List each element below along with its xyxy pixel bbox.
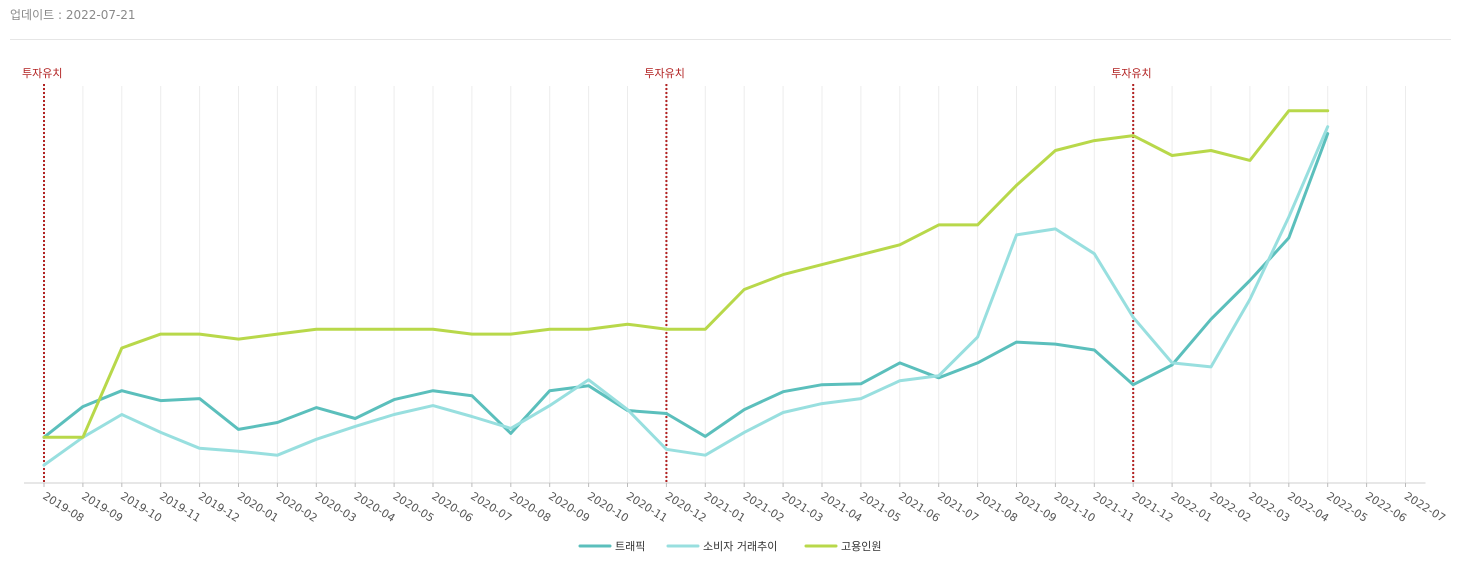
x-tick-label: 2022-03 — [1246, 490, 1292, 525]
x-tick-label: 2020-07 — [468, 490, 514, 525]
x-tick-label: 2020-12 — [663, 490, 709, 525]
x-tick-label: 2020-02 — [274, 490, 320, 525]
x-tick-label: 2020-06 — [429, 490, 475, 525]
x-tick-label: 2019-10 — [118, 490, 164, 525]
investment-markers: 투자유치 투자유치 투자유치 — [22, 67, 1152, 483]
x-tick-label: 2021-11 — [1091, 490, 1137, 525]
series-line-1 — [42, 132, 1330, 439]
header-divider — [10, 39, 1451, 40]
x-tick-label: 2019-09 — [79, 490, 125, 525]
x-tick-label: 2021-08 — [974, 490, 1020, 525]
x-tick-label: 2020-01 — [235, 490, 281, 525]
legend-label: 고용인원 — [841, 540, 881, 553]
x-tick-label: 2021-03 — [780, 490, 826, 525]
series-line-3 — [42, 109, 1330, 439]
x-tick-label: 2020-03 — [313, 490, 359, 525]
x-tick-label: 2021-06 — [896, 490, 942, 525]
x-tick-label: 2020-09 — [546, 490, 592, 525]
series-lines — [42, 109, 1330, 467]
x-tick-label: 2021-09 — [1013, 490, 1059, 525]
x-tick-label: 2021-05 — [857, 490, 903, 525]
x-tick-label: 2021-12 — [1130, 490, 1176, 525]
investment-marker-label: 투자유치 — [644, 67, 684, 80]
x-tick-label: 2022-07 — [1402, 490, 1448, 525]
x-tick-label: 2020-08 — [507, 490, 553, 525]
legend-label: 트래픽 — [615, 540, 645, 553]
x-tick-label: 2019-08 — [40, 490, 86, 525]
investment-marker-label: 투자유치 — [1111, 67, 1151, 80]
x-tick-label: 2019-11 — [157, 490, 203, 525]
x-tick-label: 2021-10 — [1052, 490, 1098, 525]
x-tick-label: 2019-12 — [196, 490, 242, 525]
x-tick-label: 2022-01 — [1169, 490, 1215, 525]
legend: 트래픽 소비자 거래추이 고용인원 — [578, 540, 881, 553]
x-axis: 2019-082019-092019-102019-112019-122020-… — [24, 482, 1448, 525]
x-tick-label: 2022-04 — [1285, 490, 1331, 525]
x-tick-label: 2020-04 — [352, 490, 398, 525]
series-line-2 — [42, 125, 1330, 467]
x-tick-label: 2021-04 — [818, 490, 864, 525]
x-tick-label: 2022-06 — [1363, 490, 1409, 525]
x-tick-label: 2020-10 — [585, 490, 631, 525]
x-tick-label: 2021-02 — [741, 490, 787, 525]
x-tick-label: 2022-02 — [1207, 490, 1253, 525]
update-date-label: 업데이트 : 2022-07-21 — [10, 8, 136, 22]
x-tick-label: 2021-01 — [702, 490, 748, 525]
x-tick-label: 2020-05 — [391, 490, 437, 525]
x-tick-label: 2022-05 — [1324, 490, 1370, 525]
investment-marker-label: 투자유치 — [22, 67, 62, 80]
x-tick-label: 2020-11 — [624, 490, 670, 525]
x-tick-label: 2021-07 — [935, 490, 981, 525]
legend-label: 소비자 거래추이 — [703, 540, 777, 553]
